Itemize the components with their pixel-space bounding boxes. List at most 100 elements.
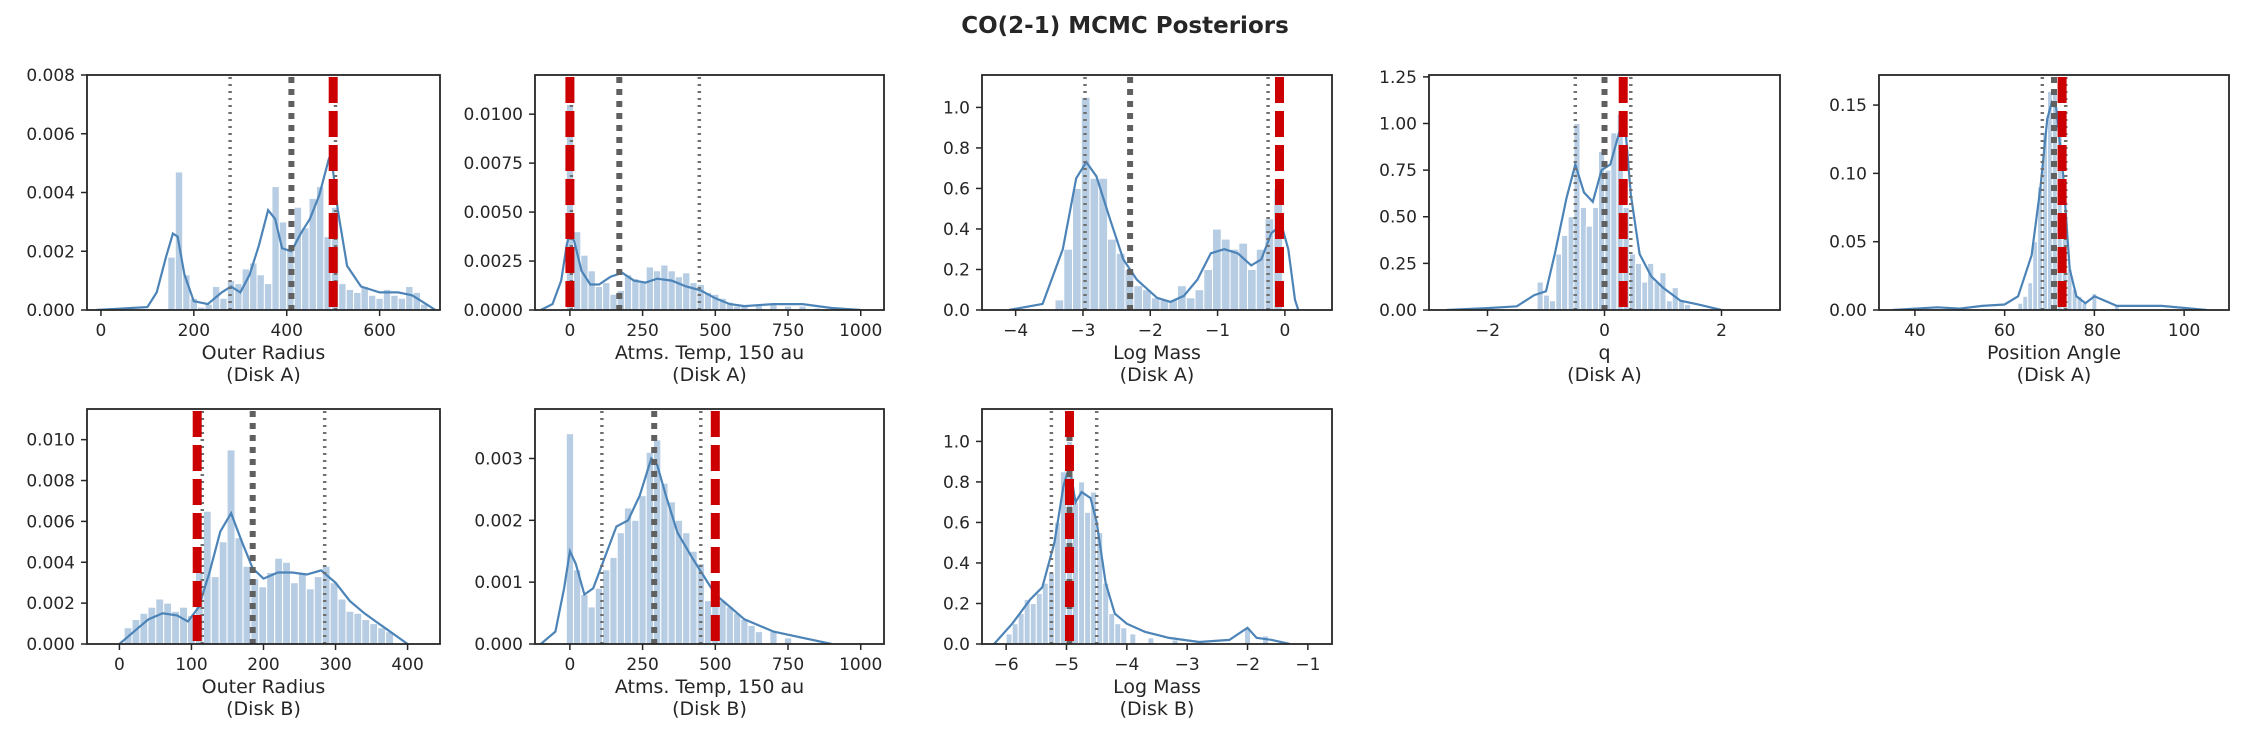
hist-bar-20	[316, 186, 325, 310]
hist-bar-7	[616, 532, 626, 644]
hist-bar-32	[377, 627, 387, 644]
y-tick-label: 0.002	[474, 511, 523, 531]
y-tick-label: 0.006	[26, 512, 75, 532]
x-tick-label: 250	[626, 321, 658, 341]
hist-bar-5	[163, 602, 173, 644]
y-tick-label: 0.05	[1829, 233, 1867, 253]
x-tick-label: 0	[564, 655, 575, 675]
hist-bar-7	[1579, 206, 1588, 310]
x-axis-label: Outer Radius	[202, 342, 326, 364]
hist-bar-20	[1659, 272, 1667, 310]
y-tick-label: 1.00	[1379, 114, 1417, 134]
hist-bar-6	[609, 556, 618, 644]
x-axis-label: Position Angle	[1987, 342, 2121, 364]
x-axis-label: Log Mass	[1113, 342, 1201, 364]
plot-area	[96, 77, 436, 310]
x-axis-sublabel: (Disk B)	[1120, 698, 1195, 720]
hist-bar-17	[1108, 613, 1116, 644]
hist-bar-2	[139, 612, 149, 644]
y-tick-label: 0.00	[1829, 301, 1867, 321]
x-tick-label: 200	[247, 655, 279, 675]
plot-area	[993, 411, 1291, 644]
y-tick-label: 0.15	[1829, 96, 1867, 116]
panel-p7: −6 −5 −4 −3 −2 −1 0.0 0.2 0.4 0.6 0.8 1.0 Log Mass(D…	[943, 408, 1333, 720]
hist-bar-24	[313, 576, 323, 644]
plot-area	[1008, 77, 1300, 310]
hist-bar-15	[278, 221, 288, 310]
x-tick-label: 300	[319, 655, 351, 675]
kde-curve	[993, 465, 1291, 644]
plot-area	[1892, 77, 2207, 310]
x-axis-sublabel: (Disk B)	[226, 698, 301, 720]
x-tick-label: 500	[699, 321, 731, 341]
panel-p6: 0 250 500 750 1000 0.000 0.001 0.002 0.003 Atms. …	[474, 408, 885, 720]
hist-bar-15	[2113, 304, 2120, 310]
hist-bar-31	[369, 623, 379, 644]
hist-bar-22	[297, 572, 307, 644]
hist-bar-7	[179, 606, 189, 644]
hist-bar-13	[1084, 511, 1092, 644]
hist-bar-13	[263, 283, 273, 310]
hist-bar-17	[293, 206, 303, 310]
kde-curve	[540, 456, 832, 644]
y-tick-label: 0.10	[1829, 164, 1867, 184]
x-tick-label: −6	[994, 655, 1019, 675]
hist-bar-8	[1124, 269, 1135, 310]
y-tick-label: 0.2	[943, 260, 970, 280]
hist-bar-9	[631, 519, 640, 644]
hist-bar-32	[405, 286, 414, 310]
hist-bar-25	[353, 291, 362, 310]
hist-bar-10	[638, 282, 647, 310]
plot-area	[540, 411, 832, 644]
y-tick-label: 0.75	[1379, 161, 1417, 181]
x-tick-label: 100	[2168, 321, 2200, 341]
axes-frame	[1878, 74, 2230, 311]
axes-frame	[981, 408, 1333, 645]
x-tick-label: −2	[1235, 655, 1260, 675]
y-tick-label: 0.4	[943, 554, 970, 574]
hist-bar-28	[783, 637, 793, 644]
hist-bar-2	[1072, 187, 1082, 310]
hist-bar-28	[375, 297, 384, 310]
hist-bar-2	[2027, 282, 2034, 310]
hist-bar-17	[1641, 281, 1649, 310]
hist-bar-9	[1592, 206, 1600, 310]
x-tick-label: −2	[1475, 321, 1500, 341]
x-tick-label: −2	[1138, 321, 1163, 341]
hist-bar-3	[587, 606, 596, 644]
hist-bar-3	[2032, 241, 2039, 310]
hist-bar-9	[234, 283, 243, 310]
hist-bar-5	[602, 282, 611, 310]
hist-bar-31	[397, 297, 407, 310]
x-tick-label: 500	[699, 655, 731, 675]
hist-bar-23	[733, 612, 742, 644]
x-tick-label: 60	[1994, 321, 2016, 341]
hist-bar-26	[360, 286, 369, 310]
hist-bar-13	[660, 482, 669, 644]
hist-bar-21	[290, 582, 299, 644]
hist-bar-3	[147, 606, 157, 644]
panel-p0: 0 200 400 600 0.000 0.002 0.004 0.006 0.008 Outer…	[26, 66, 441, 386]
hist-bar-27	[368, 294, 377, 310]
x-tick-label: 750	[772, 655, 804, 675]
y-tick-label: 0.0000	[464, 301, 523, 321]
y-tick-label: 0.8	[943, 473, 970, 493]
hist-bar-29	[353, 612, 363, 644]
hist-bar-30	[361, 619, 371, 644]
hist-bar-1	[2022, 295, 2029, 310]
hist-bar-0	[1536, 281, 1544, 310]
hist-bar-0	[1005, 633, 1013, 644]
y-tick-label: 0.50	[1379, 208, 1417, 228]
x-tick-label: 40	[1904, 321, 1926, 341]
hist-bar-20	[1229, 248, 1240, 310]
x-tick-label: 100	[175, 655, 207, 675]
hist-bar-14	[2091, 293, 2098, 310]
x-axis-label: Log Mass	[1113, 676, 1201, 698]
hist-bar-21	[718, 600, 727, 644]
hist-bar-25	[747, 624, 756, 644]
hist-bar-11	[210, 576, 220, 644]
hist-bar-0	[2017, 302, 2024, 310]
hist-bar-27	[783, 305, 793, 310]
hist-bar-15	[1185, 297, 1196, 310]
hist-bar-19	[1120, 627, 1128, 644]
